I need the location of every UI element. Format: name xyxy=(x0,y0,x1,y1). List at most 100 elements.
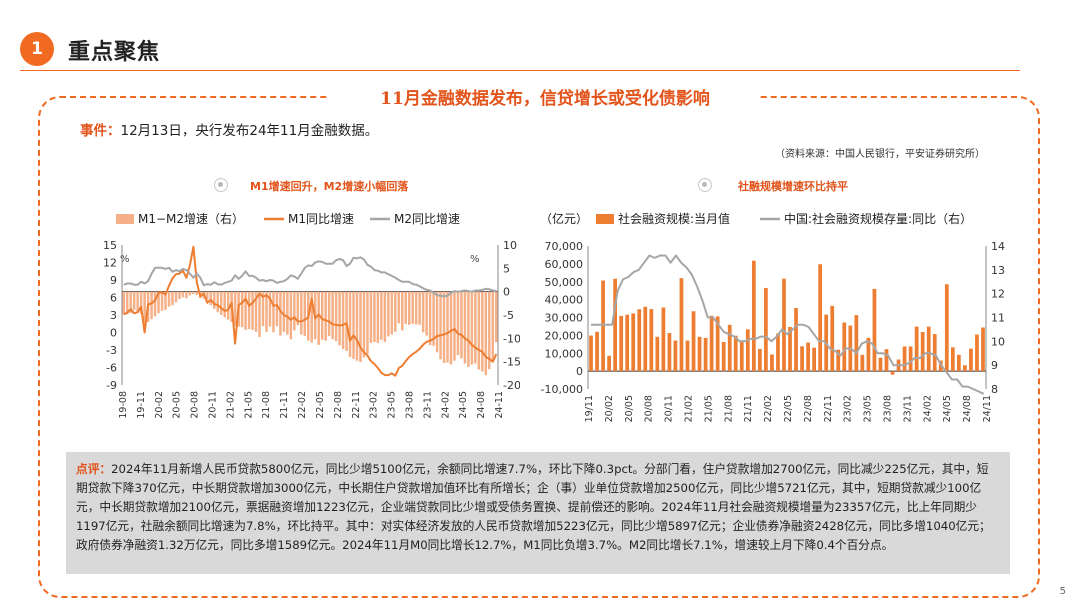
y-right-tick-label: 14 xyxy=(991,240,1005,253)
banner-title: 11月金融数据发布，信贷增长或受化债影响 xyxy=(330,85,760,113)
legend-label-tsf: 社会融资规模:当月值 xyxy=(618,211,730,226)
x-tick-label: 21-02 xyxy=(225,391,236,419)
bar-mark xyxy=(401,291,404,331)
bar-mark xyxy=(655,336,660,372)
bar-mark xyxy=(258,291,261,337)
bar-mark xyxy=(981,327,985,372)
right-unit-label: % xyxy=(470,254,480,265)
bar-mark xyxy=(303,291,307,336)
comment-text: 2024年11月新增人民币贷款5800亿元，同比少增5100亿元，余额同比增速7… xyxy=(76,462,991,552)
bar-mark xyxy=(463,291,467,364)
bar-mark xyxy=(226,291,230,320)
x-tick-label: 20/02 xyxy=(604,395,615,422)
bar-mark xyxy=(721,341,726,372)
bar-mark xyxy=(460,291,463,359)
bar-mark xyxy=(209,291,213,306)
bar-mark xyxy=(369,291,373,343)
bar-mark xyxy=(404,291,407,324)
legend-swatch-m1m2 xyxy=(116,214,134,224)
bar-mark xyxy=(739,342,744,372)
bar-mark xyxy=(969,348,973,372)
x-tick-label: 23-08 xyxy=(404,391,415,419)
x-tick-label: 19-08 xyxy=(118,391,129,419)
x-tick-label: 22-11 xyxy=(351,391,362,419)
bar-mark xyxy=(854,315,859,372)
x-tick-label: 22-02 xyxy=(297,391,308,419)
x-tick-label: 24-08 xyxy=(476,391,487,419)
bar-mark xyxy=(800,346,804,372)
bar-mark xyxy=(661,307,666,372)
x-tick-label: 23/11 xyxy=(902,395,913,422)
bar-mark xyxy=(300,291,303,335)
y-right-tick-label: 0 xyxy=(503,286,510,299)
bar-mark xyxy=(764,288,768,372)
bar-mark xyxy=(338,291,341,346)
x-tick-label: 21-08 xyxy=(261,391,272,419)
y-right-tick-label: 8 xyxy=(991,383,998,396)
bar-mark xyxy=(185,291,188,299)
left-unit-label: （亿元） xyxy=(540,211,588,226)
bar-mark xyxy=(788,326,792,372)
bar-mark xyxy=(491,291,495,360)
y-left-tick-label: -6 xyxy=(106,362,117,375)
bar-mark xyxy=(289,291,293,340)
bar-mark xyxy=(324,291,327,341)
bar-mark xyxy=(383,291,387,343)
bar-mark xyxy=(331,291,334,340)
title-divider xyxy=(20,70,1020,71)
x-tick-label: 23/05 xyxy=(863,395,874,422)
x-tick-label: 22/05 xyxy=(783,395,794,422)
bar-mark xyxy=(830,305,835,372)
legend-swatch-tsf xyxy=(596,214,614,224)
x-tick-label: 23-05 xyxy=(387,391,398,419)
bar-mark xyxy=(488,291,491,370)
x-tick-label: 20-02 xyxy=(154,391,165,419)
bar-mark xyxy=(733,335,738,372)
bar-mark xyxy=(317,291,320,345)
bar-mark xyxy=(279,291,282,336)
bar-mark xyxy=(920,331,925,372)
event-line: 事件：12月13日，央行发布24年11月金融数据。 xyxy=(80,119,378,139)
x-tick-label: 22/11 xyxy=(823,395,834,422)
bar-mark xyxy=(914,326,919,372)
x-tick-label: 23-02 xyxy=(369,391,380,419)
bar-mark xyxy=(150,291,153,320)
bar-mark xyxy=(428,291,432,346)
bar-mark xyxy=(122,291,125,315)
bar-mark xyxy=(407,291,411,325)
bar-mark xyxy=(932,334,937,372)
bar-mark xyxy=(334,291,338,342)
chart2-plot: 70,000 60,000 50,000 40,000 30,000 20,000 10,0… xyxy=(541,240,1005,422)
y-right-tick-label: -15 xyxy=(503,356,520,369)
y-left-tick-label: 70,000 xyxy=(545,240,584,253)
event-text: 12月13日，央行发布24年11月金融数据。 xyxy=(120,123,379,139)
bar-mark xyxy=(449,291,453,365)
x-tick-label: 21-11 xyxy=(279,391,290,419)
x-tick-label: 20-05 xyxy=(172,391,183,419)
bar-mark xyxy=(380,291,383,340)
bar-mark xyxy=(195,291,199,295)
bar-mark xyxy=(446,291,449,363)
bar-mark xyxy=(216,291,219,313)
chart-social-financing: （亿元） 社会融资规模:当月值 中国:社会融资规模存量:同比（右） 70,000… xyxy=(540,211,1005,422)
bar-mark xyxy=(421,291,425,333)
bar-mark xyxy=(425,291,428,336)
y-right-tick-label: 5 xyxy=(503,262,510,275)
legend-label-tsf-yoy: 中国:社会融资规模存量:同比（右） xyxy=(784,211,972,226)
bar-mark xyxy=(703,337,708,372)
bar-mark xyxy=(770,354,774,372)
x-tick-label: 21/11 xyxy=(743,395,754,422)
bar-mark xyxy=(296,291,300,326)
bar-mark xyxy=(442,291,446,364)
bar-mark xyxy=(637,309,642,372)
bar-mark xyxy=(247,291,251,329)
bar-mark xyxy=(341,291,345,350)
x-tick-label: 20/08 xyxy=(644,395,655,422)
bar-mark xyxy=(164,291,167,310)
bar-mark xyxy=(244,291,247,330)
y-left-tick-label: 60,000 xyxy=(545,258,584,271)
bar-mark xyxy=(745,329,750,372)
bar-mark xyxy=(619,315,624,372)
bar-mark xyxy=(884,349,889,372)
bar-mark xyxy=(956,354,961,372)
